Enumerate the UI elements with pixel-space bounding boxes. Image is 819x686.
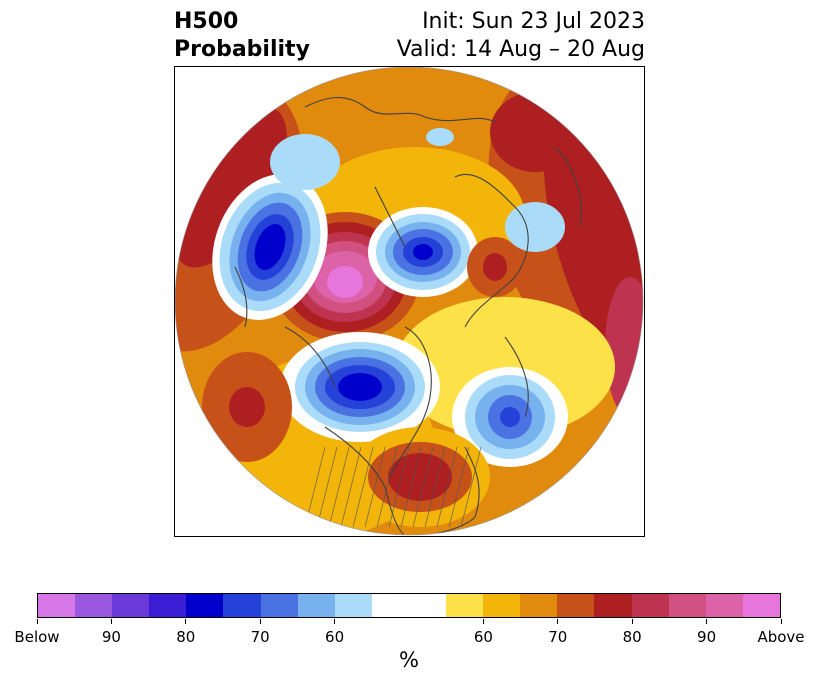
- colorbar-cell: [297, 594, 335, 617]
- border-line: [328, 446, 350, 528]
- colorbar-units: %: [399, 648, 419, 672]
- border-line: [388, 446, 410, 528]
- colorbar-cell: [483, 594, 521, 617]
- border-line: [340, 446, 362, 528]
- border-line: [424, 446, 446, 528]
- colorbar-tick-mark: [482, 619, 484, 624]
- colorbar-tick-label: Below: [14, 628, 60, 646]
- border-line: [436, 446, 458, 528]
- positive-anomaly-pacific: [202, 352, 292, 462]
- positive-anomaly-europe: [467, 237, 523, 297]
- colorbar-cell: [668, 594, 706, 617]
- colorbar-tick-label: 60: [473, 628, 493, 646]
- border-line: [376, 446, 398, 528]
- colorbar-cell: [149, 594, 187, 617]
- coastline: [504, 336, 529, 418]
- map-disk-edge: [175, 67, 644, 536]
- minor-negative-anomaly: [426, 128, 454, 146]
- colorbar-cell: [705, 594, 743, 617]
- border-line: [460, 446, 482, 528]
- colorbar-tick-mark: [706, 619, 708, 624]
- colorbar-tick-mark: [259, 619, 261, 624]
- negative-anomaly-west: [212, 174, 328, 320]
- colorbar-cell: [742, 594, 780, 617]
- contour-band: [413, 244, 433, 260]
- coastline: [284, 326, 336, 388]
- contour-band: [338, 373, 382, 401]
- colorbar-cell: [38, 594, 76, 617]
- coastline: [374, 186, 406, 248]
- map-svg: [175, 67, 644, 536]
- colorbar-cell: [334, 594, 372, 617]
- minor-negative-anomaly: [505, 202, 565, 252]
- border-line: [316, 446, 338, 528]
- coastline: [554, 146, 582, 228]
- colorbar-tick-label: 80: [622, 628, 642, 646]
- map-title-left: H500 Probability: [174, 8, 310, 64]
- colorbar-tick-label: 70: [548, 628, 568, 646]
- contour-band: [388, 453, 452, 501]
- colorbar-tick-mark: [631, 619, 633, 624]
- colorbar: [37, 593, 781, 619]
- contour-band: [254, 223, 286, 271]
- colorbar-strip: [37, 593, 781, 618]
- colorbar-cell: [223, 594, 261, 617]
- colorbar-cell: [260, 594, 298, 617]
- negative-anomaly-atlantic: [452, 367, 568, 467]
- contour-band: [483, 253, 507, 281]
- colorbar-cell: [557, 594, 595, 617]
- colorbar-cell: [594, 594, 632, 617]
- border-line: [448, 446, 470, 528]
- positive-anomaly-us: [350, 427, 490, 527]
- minor-negative-anomaly: [270, 134, 340, 190]
- coastline: [234, 266, 248, 328]
- colorbar-tick-label: 70: [250, 628, 270, 646]
- colorbar-tick-mark: [557, 619, 559, 624]
- coastlines: [234, 96, 582, 535]
- colorbar-cell: [520, 594, 558, 617]
- colorbar-cell: [446, 594, 484, 617]
- contour-band: [327, 266, 363, 298]
- init-date: Init: Sun 23 Jul 2023: [422, 9, 645, 34]
- colorbar-cell: [371, 594, 409, 617]
- map-contours: [175, 67, 643, 535]
- negative-anomaly-arctic: [368, 207, 478, 297]
- colorbar-cell: [631, 594, 669, 617]
- colorbar-cell: [186, 594, 224, 617]
- border-line: [352, 446, 374, 528]
- polar-probability-map: [174, 66, 645, 537]
- colorbar-tick-label: 90: [697, 628, 717, 646]
- border-line: [400, 446, 422, 528]
- colorbar-cell: [112, 594, 150, 617]
- colorbar-cell: [75, 594, 113, 617]
- coastline: [304, 96, 496, 123]
- colorbar-tick-mark: [334, 619, 336, 624]
- border-line: [364, 446, 386, 528]
- colorbar-tick-mark: [110, 619, 112, 624]
- borders: [304, 446, 482, 528]
- title-variable: H500: [174, 9, 239, 34]
- coastline: [454, 173, 529, 328]
- negative-anomaly-alaska: [280, 332, 440, 442]
- colorbar-tick-mark: [36, 619, 38, 624]
- contour-band: [500, 407, 520, 427]
- positive-anomaly-siberia: [270, 212, 420, 342]
- colorbar-tick-mark: [780, 619, 782, 624]
- colorbar-tick-label: 80: [176, 628, 196, 646]
- title-product: Probability: [174, 37, 310, 62]
- colorbar-tick-label: 60: [325, 628, 345, 646]
- colorbar-tick-label: Above: [757, 628, 805, 646]
- map-title-right: Init: Sun 23 Jul 2023 Valid: 14 Aug – 20…: [397, 8, 645, 64]
- coastline: [389, 326, 432, 478]
- colorbar-tick-label: 90: [101, 628, 121, 646]
- coastline: [324, 426, 406, 535]
- border-line: [412, 446, 434, 528]
- colorbar-tick-mark: [185, 619, 187, 624]
- valid-range: Valid: 14 Aug – 20 Aug: [396, 37, 645, 62]
- coastline: [424, 446, 480, 535]
- contour-band: [229, 387, 265, 427]
- colorbar-cell: [408, 594, 447, 617]
